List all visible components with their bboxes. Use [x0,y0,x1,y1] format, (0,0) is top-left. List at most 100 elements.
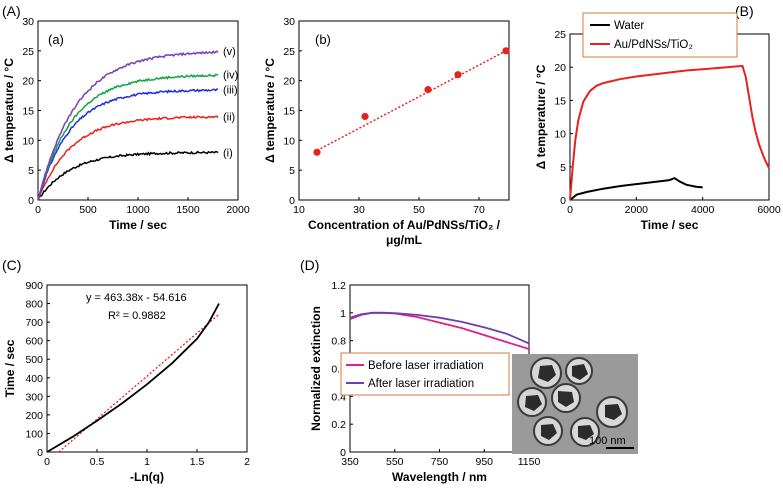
plot-frame [569,33,770,201]
x-tick-label: 30 [353,204,365,216]
chart-b: 10 30 50 70 0 5 10 15 20 25 30 Concentration of Au/… [263,16,510,247]
x-tick-label: 4000 [691,204,715,216]
tem-inset-image: 100 nm [512,354,638,454]
legend-D-box [340,352,510,396]
data-point [424,86,432,94]
x-tick-label: 1000 [126,204,150,216]
y-tick-label: 0 [340,447,346,459]
series-line-5 [37,49,219,201]
data-point [361,112,369,121]
chart-a: 0 500 1000 1500 2000 0 5 10 15 20 25 30 (i) (ii) (iii)… [2,16,250,232]
series-line-3 [37,88,219,201]
y-tick-label: 700 [25,317,43,329]
x-tick-label: 0 [567,204,573,216]
series-label-3: (iii) [223,85,238,97]
panel-label-D: (D) [300,257,319,273]
y-tick-label: 0 [37,447,43,459]
tem-core [558,391,574,407]
x-axis-title: Concentration of Au/PdNSs/TiO₂ / [308,218,501,232]
x-tick-label: 750 [431,456,449,468]
y-tick-label: 5 [560,162,566,174]
y-tick-label: 1 [340,308,346,320]
y-tick-label: 0 [289,195,295,207]
series-label-4: (iv) [223,70,238,82]
x-axis-title: Time / sec [641,218,699,232]
data-point [313,148,321,156]
x-tick-label: 950 [475,456,493,468]
fit-equation: y = 463.38x - 54.616 [86,292,187,304]
legend-B-label-aupd: Au/PdNSs/TiO₂ [614,39,693,51]
y-axis-title: Δ temperature / °C [2,58,16,163]
x-tick-label: 1150 [518,456,541,468]
sub-label-a: (a) [48,32,64,47]
tem-core [605,404,622,420]
x-tick-label: 550 [386,456,404,468]
fit-r-squared: R² = 0.9882 [108,310,166,322]
series-line-au-pdnss-tio- [569,64,770,201]
y-tick-label: 10 [283,135,295,147]
tem-core [541,424,557,440]
series-line-2 [37,115,219,201]
y-tick-label: 30 [283,16,295,28]
y-tick-label: 0 [28,195,34,207]
tem-core [572,364,588,380]
y-tick-label: 20 [283,76,295,88]
legend-D-label-after: After laser irradiation [368,378,474,390]
tem-core [578,425,594,440]
y-axis-title: Normalized extinction [309,306,323,431]
fit-line [58,313,220,453]
x-tick-label: 0 [35,204,41,216]
legend-D: Before laser irradiation After laser irr… [340,352,510,396]
legend-D-label-before: Before laser irradiation [368,360,484,372]
series-label-1: (i) [223,147,233,159]
y-tick-label: 30 [22,16,34,28]
y-tick-label: 0 [560,195,566,207]
series-line-4 [37,73,219,201]
y-tick-label: 15 [283,106,295,118]
sub-label-b: (b) [315,32,331,47]
y-tick-label: 15 [22,106,34,118]
panel-label-B: (B) [735,3,754,19]
x-tick-label: 1 [144,456,150,468]
legend-B-box [582,12,738,58]
legend-B-label-water: Water [614,20,644,32]
x-tick-label: 1500 [176,204,200,216]
tem-scale-label: 100 nm [589,435,626,447]
chart-C: 0 0.5 1 1.5 2 0 100 200 300 400 500 600 700 800 900 -Ln… [3,280,250,484]
x-axis-title-line2: μg/mL [386,233,422,247]
panel-label-A: (A) [2,3,21,19]
data-point [502,47,510,55]
y-tick-label: 200 [25,410,43,422]
y-tick-label: 0.2 [331,419,346,431]
y-axis-title: Time / sec [3,339,17,397]
y-tick-label: 20 [22,76,34,88]
y-tick-label: 10 [22,135,34,147]
x-tick-label: 0.5 [90,456,105,468]
y-tick-label: 20 [554,62,566,74]
y-tick-label: 800 [25,299,43,311]
y-tick-label: 300 [25,391,43,403]
tem-core [538,365,556,382]
x-axis-title: -Ln(q) [130,470,164,484]
x-tick-label: 70 [473,204,485,216]
x-tick-label: 2000 [625,204,649,216]
y-tick-label: 5 [289,165,295,177]
y-tick-label: 900 [25,280,43,292]
series-label-5: (v) [223,46,236,58]
x-tick-label: 2000 [226,204,250,216]
series-line-1 [37,150,219,201]
x-tick-label: 500 [79,204,97,216]
series-line-after [349,311,530,345]
x-tick-label: 1.5 [190,456,205,468]
series-line-water [569,176,703,201]
y-tick-label: 25 [283,46,295,58]
chart-B: 0 2000 4000 6000 0 5 10 15 20 25 Time / sec Δ tempe… [534,29,781,232]
plot-frame [298,20,510,201]
x-tick-label: 6000 [757,204,781,216]
x-tick-label: 50 [413,204,425,216]
trendline [316,50,507,152]
panel-label-C: (C) [2,257,21,273]
x-tick-label: 2 [244,456,250,468]
y-tick-label: 400 [25,373,43,385]
